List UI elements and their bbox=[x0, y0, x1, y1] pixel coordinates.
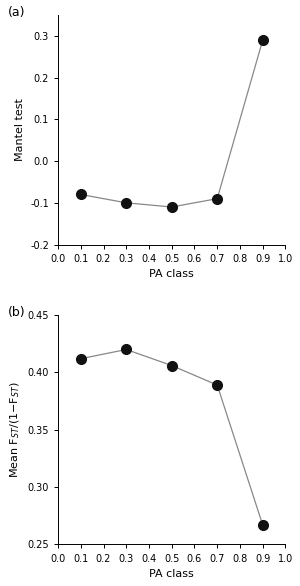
Text: (a): (a) bbox=[8, 6, 26, 19]
X-axis label: PA class: PA class bbox=[149, 569, 194, 579]
Y-axis label: Mantel test: Mantel test bbox=[15, 98, 25, 161]
X-axis label: PA class: PA class bbox=[149, 269, 194, 279]
Y-axis label: Mean F$_{ST}$/(1−F$_{ST}$): Mean F$_{ST}$/(1−F$_{ST}$) bbox=[8, 381, 22, 478]
Text: (b): (b) bbox=[8, 306, 26, 319]
